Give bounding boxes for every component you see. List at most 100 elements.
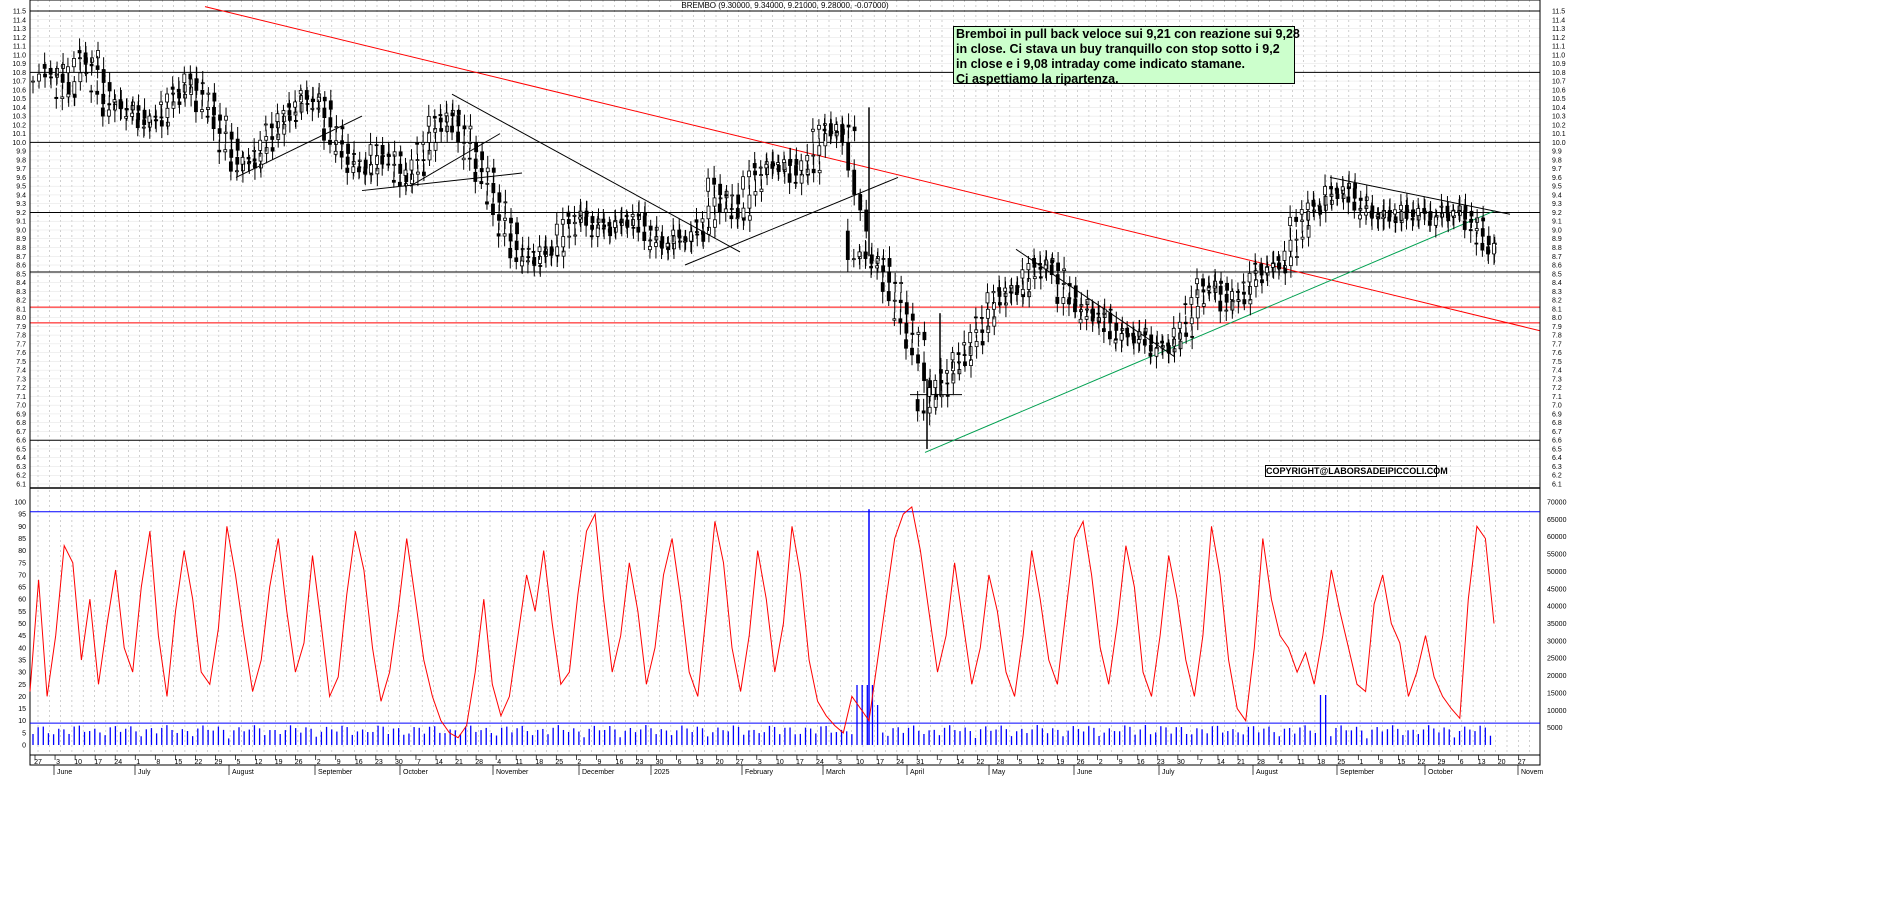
candle-body <box>89 63 94 67</box>
candle-body <box>881 265 886 273</box>
candle-body <box>304 90 309 100</box>
candle-body <box>1195 305 1200 319</box>
candle-body <box>677 229 682 238</box>
candle-body <box>205 115 210 118</box>
candle-body <box>968 332 973 344</box>
candle-body <box>147 115 152 123</box>
candle-body <box>922 331 927 341</box>
candle-body <box>433 142 438 151</box>
candle-body <box>170 86 175 90</box>
candle-body <box>351 166 356 173</box>
candle-body <box>630 214 635 218</box>
candle-body <box>1154 347 1159 357</box>
candle-body <box>368 144 373 156</box>
candle-body <box>503 217 507 221</box>
day-tick-label: 22 <box>976 759 984 766</box>
candle-body <box>223 149 228 153</box>
candle-body <box>1346 196 1351 203</box>
day-tick-label: 26 <box>1077 759 1085 766</box>
day-tick-label: 5 <box>1018 759 1022 766</box>
candle-body <box>287 103 291 108</box>
chart-title: BREMBO (9.30000, 9.34000, 9.21000, 9.280… <box>681 1 889 10</box>
price-tick-label: 7.8 <box>16 333 26 340</box>
day-tick-label: 10 <box>776 759 784 766</box>
candle-body <box>688 231 693 242</box>
candle-body <box>1340 186 1345 191</box>
price-tick-label: 11.0 <box>13 52 26 59</box>
oscillator-axis-left: 0 5 10 15 20 25 30 35 40 45 50 55 60 65 70 75 80 85 90 95 10… <box>14 500 26 750</box>
candle-body <box>491 182 496 194</box>
candle-body <box>240 156 245 165</box>
candle-body <box>188 73 193 80</box>
candle-body <box>723 208 728 213</box>
price-tick-label: 8.9 <box>1552 236 1562 243</box>
trendline <box>684 176 899 266</box>
candle-body <box>1247 272 1252 283</box>
oscillator-tick-label: 95 <box>18 512 26 519</box>
price-tick-label: 6.5 <box>1552 446 1562 453</box>
candle-body <box>54 96 59 99</box>
candle-body <box>340 140 344 145</box>
candle-body <box>973 316 978 319</box>
candle-body <box>229 131 234 140</box>
candle-body <box>456 131 460 143</box>
candle-body <box>921 410 926 414</box>
candle-body <box>1043 264 1048 270</box>
price-tick-label: 6.8 <box>16 420 26 427</box>
volume-tick-label: 40000 <box>1547 604 1567 611</box>
candle-body <box>1329 186 1333 190</box>
candle-body <box>776 162 780 165</box>
price-tick-label: 11.5 <box>13 9 26 16</box>
candle-body <box>432 115 437 119</box>
candle-body <box>1439 205 1444 208</box>
candle-body <box>851 258 856 261</box>
candle-body <box>497 214 501 221</box>
day-tick-label: 22 <box>1418 759 1426 766</box>
candle-body <box>200 89 205 95</box>
price-tick-label: 6.2 <box>16 473 26 480</box>
candle-body <box>316 107 321 110</box>
candle-body <box>910 347 914 356</box>
candle-body <box>1189 297 1194 305</box>
price-tick-label: 7.1 <box>1552 394 1562 401</box>
candle-body <box>1253 262 1258 265</box>
day-tick-label: 8 <box>156 759 160 766</box>
day-tick-label: 18 <box>535 759 543 766</box>
candle-body <box>223 131 228 134</box>
candle-body <box>1218 300 1223 312</box>
trendline <box>1329 176 1511 215</box>
price-tick-label: 6.1 <box>16 482 26 489</box>
day-tick-label: 4 <box>497 759 501 766</box>
candle-body <box>712 197 717 207</box>
day-tick-label: 11 <box>1298 759 1305 766</box>
candle-body <box>816 124 821 130</box>
candle-body <box>298 90 303 95</box>
candle-body <box>246 156 251 160</box>
candle-body <box>747 215 752 221</box>
candle-body <box>397 181 402 187</box>
day-tick-label: 17 <box>876 759 884 766</box>
price-tick-label: 10.2 <box>12 122 26 129</box>
candle-body <box>741 207 746 219</box>
candle-body <box>910 313 915 321</box>
day-tick-label: 14 <box>1217 759 1225 766</box>
annotation-line: in close e i 9,08 intraday come indicato… <box>956 57 1246 71</box>
candle-body <box>893 281 898 284</box>
candle-body <box>1259 263 1264 271</box>
price-tick-label: 6.7 <box>1552 429 1562 436</box>
candle-body <box>107 82 112 92</box>
candle-body <box>514 257 519 262</box>
month-tick-label: October <box>403 769 429 776</box>
price-tick-label: 6.2 <box>1552 473 1562 480</box>
day-tick-label: 16 <box>355 759 363 766</box>
trendline <box>361 172 523 192</box>
candle-body <box>485 167 490 173</box>
price-tick-label: 9.7 <box>16 166 26 173</box>
day-tick-label: 24 <box>896 759 904 766</box>
candle-body <box>997 287 1002 292</box>
candle-body <box>1218 285 1223 295</box>
month-tick-label: July <box>138 769 151 776</box>
candle-body <box>1236 291 1240 293</box>
candle-body <box>1480 242 1485 251</box>
candle-body <box>1294 216 1299 222</box>
